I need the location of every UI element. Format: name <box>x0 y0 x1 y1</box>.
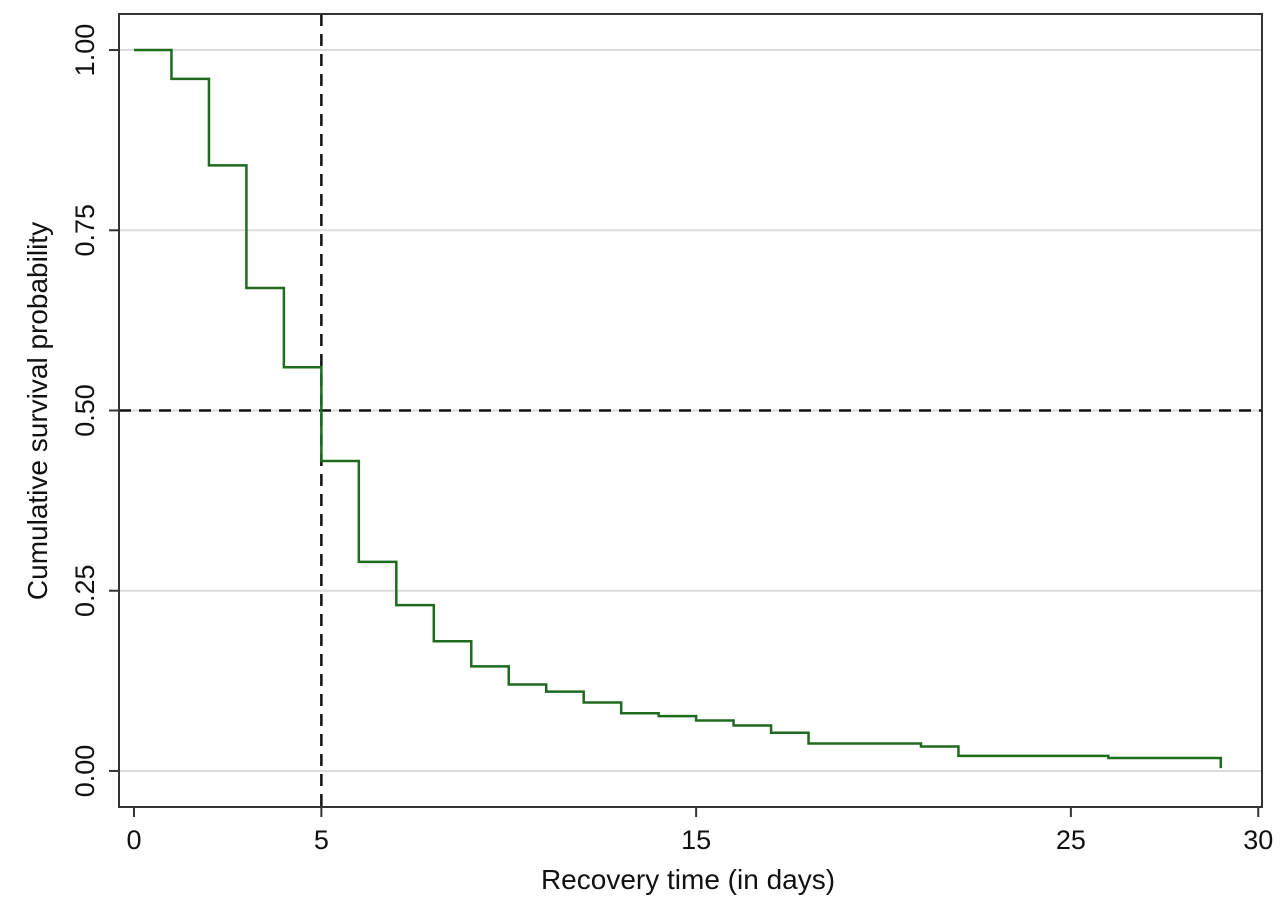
x-tick-label: 5 <box>314 825 329 855</box>
x-tick-label: 15 <box>681 825 711 855</box>
y-tick-label: 0.25 <box>70 564 100 617</box>
series-layer <box>133 48 1223 769</box>
x-axis: 0 5 15 25 30 <box>126 807 1273 855</box>
y-tick-label: 0.50 <box>70 384 100 437</box>
reference-lines <box>119 14 1262 807</box>
y-tick-label: 1.00 <box>70 24 100 77</box>
y-axis-title: Cumulative survival probability <box>22 222 53 600</box>
survival-step-line <box>133 48 1223 769</box>
x-axis-title: Recovery time (in days) <box>541 864 835 895</box>
y-tick-label: 0.75 <box>70 204 100 257</box>
y-axis: 0.00 0.25 0.50 0.75 1.00 <box>70 24 119 797</box>
x-tick-label: 30 <box>1243 825 1273 855</box>
y-tick-label: 0.00 <box>70 745 100 798</box>
x-tick-label: 25 <box>1056 825 1086 855</box>
x-tick-label: 0 <box>126 825 141 855</box>
